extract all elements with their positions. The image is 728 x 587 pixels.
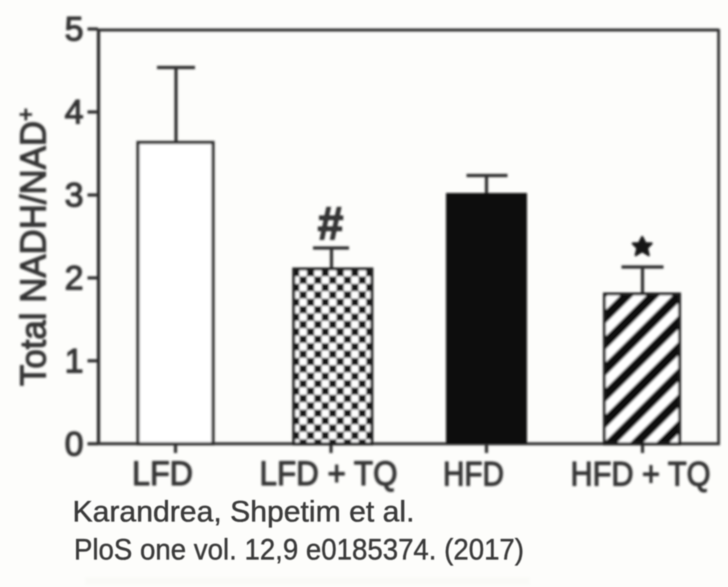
svg-text:5: 5: [65, 11, 84, 49]
svg-text:0: 0: [65, 425, 84, 463]
svg-text:LFD: LFD: [132, 455, 193, 493]
svg-text:Total NADH/NAD+: Total NADH/NAD+: [13, 108, 54, 386]
svg-text:4: 4: [65, 93, 84, 131]
svg-text:2: 2: [65, 259, 84, 297]
svg-text:HFD + TQ: HFD + TQ: [571, 456, 711, 494]
svg-text:3: 3: [65, 176, 84, 214]
svg-text:LFD + TQ: LFD + TQ: [260, 455, 398, 493]
svg-text:1: 1: [65, 342, 84, 380]
svg-text:Karandrea, Shpetim et al.: Karandrea, Shpetim et al.: [73, 496, 415, 529]
svg-text:#: #: [318, 197, 344, 249]
svg-text:PloS one vol. 12,9 e0185374. (: PloS one vol. 12,9 e0185374. (2017): [74, 534, 524, 567]
svg-text:HFD: HFD: [443, 456, 504, 494]
